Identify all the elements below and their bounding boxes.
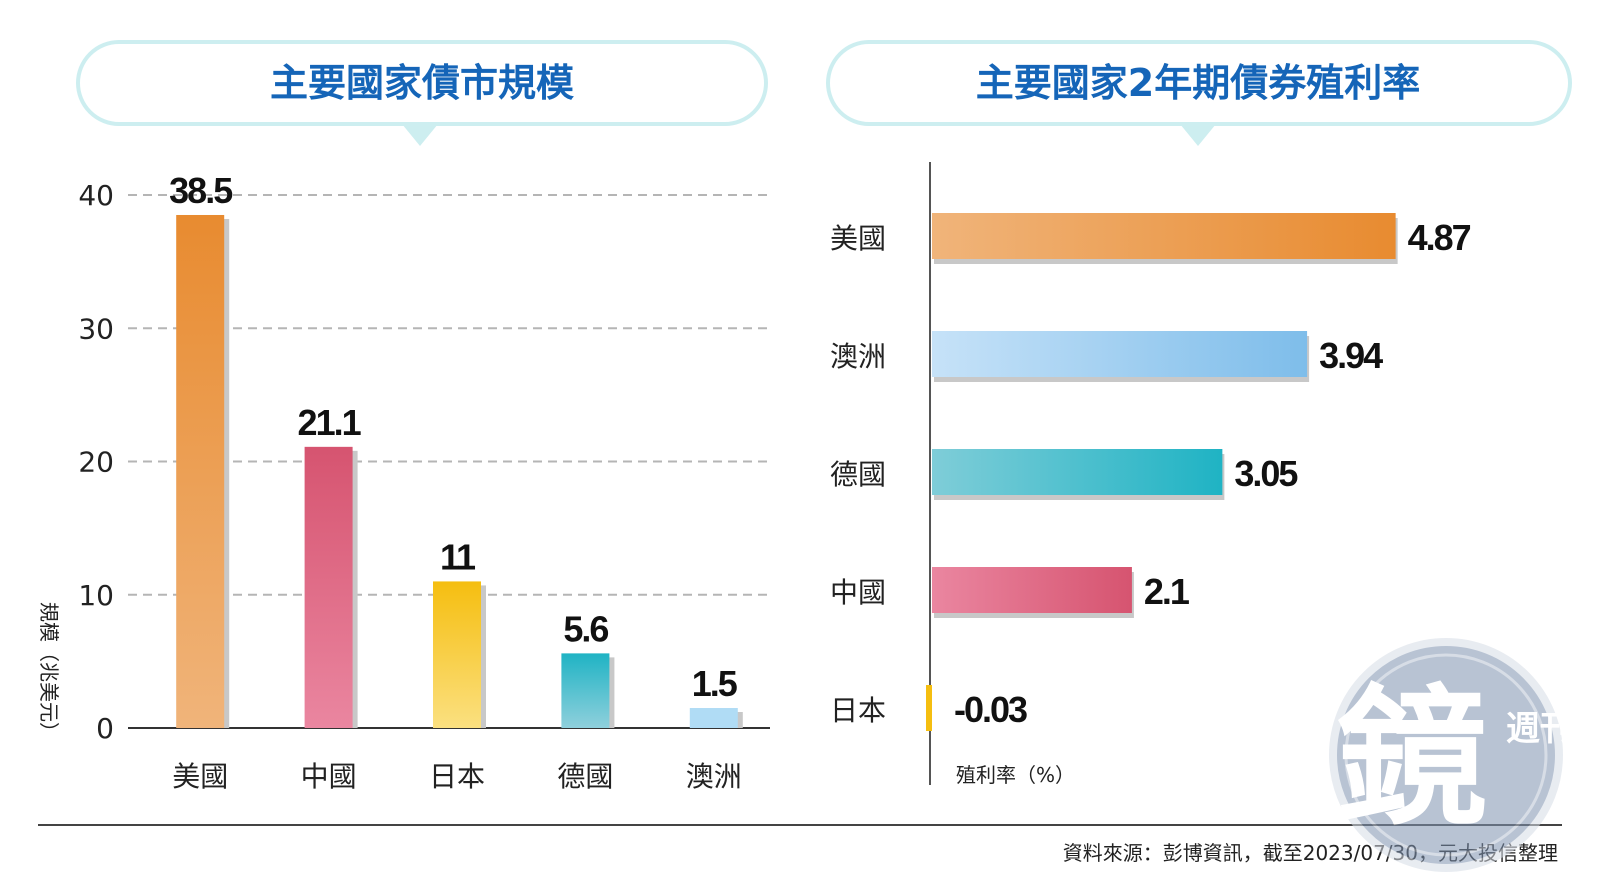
left-value-label: 5.6: [563, 608, 608, 649]
mirror-weekly-watermark-logo: 鏡 週刊: [1329, 638, 1574, 872]
left-y-tick-label: 0: [96, 712, 114, 745]
left-bar: [561, 653, 610, 728]
left-category-label: 澳洲: [686, 760, 742, 793]
right-value-label: 3.05: [1234, 453, 1298, 494]
right-value-label: 3.94: [1319, 335, 1383, 376]
right-x-axis-title: 殖利率（%）: [956, 763, 1075, 787]
left-chart-title: 主要國家債市規模: [270, 61, 574, 105]
right-category-label: 德國: [830, 458, 886, 491]
left-category-label: 德國: [557, 760, 613, 793]
watermark-side-text: 週刊: [1506, 709, 1574, 749]
left-value-labels: 38.5 21.1 11 5.6 1.5: [169, 170, 740, 704]
left-y-axis-title: 規模（兆美元）: [37, 602, 61, 742]
right-category-label: 中國: [830, 576, 886, 609]
left-bars: [176, 214, 743, 729]
left-value-label: 38.5: [169, 170, 233, 211]
right-title-banner: 主要國家2年期債券殖利率: [826, 40, 1572, 146]
left-y-tick-label: 10: [78, 579, 114, 612]
right-value-label: 4.87: [1408, 217, 1471, 258]
left-bar: [304, 446, 353, 728]
left-x-axis-labels: 美國 中國 日本 德國 澳洲: [172, 760, 742, 793]
left-value-label: 11: [440, 536, 476, 577]
right-bar: [932, 213, 1396, 259]
left-y-axis-ticks: 0 10 20 30 40: [78, 179, 114, 745]
left-value-label: 1.5: [692, 663, 738, 704]
left-value-label: 21.1: [298, 402, 362, 443]
left-category-label: 日本: [429, 760, 485, 793]
right-bar: [932, 331, 1308, 377]
right-value-label: -0.03: [954, 689, 1027, 730]
right-bar: [932, 567, 1132, 613]
right-category-label: 日本: [830, 694, 886, 727]
left-bar-chart: 0 10 20 30 40 美國 中國 日本 德國 澳洲 38.5 21.1 11 5.6 1.5 規模…: [37, 170, 770, 793]
watermark-main-char: 鏡: [1337, 672, 1487, 846]
right-value-label: 2.1: [1144, 571, 1190, 612]
right-bar: [932, 449, 1223, 495]
right-category-label: 美國: [830, 222, 886, 255]
right-category-label: 澳洲: [830, 340, 886, 373]
right-value-labels: 4.87 3.94 3.05 2.1 -0.03: [954, 217, 1473, 730]
left-y-tick-label: 20: [78, 446, 114, 479]
right-chart-title: 主要國家2年期債券殖利率: [976, 61, 1420, 105]
left-bar: [433, 581, 481, 728]
left-category-label: 美國: [172, 760, 228, 793]
right-bar: [926, 685, 932, 731]
left-bar: [689, 708, 738, 728]
left-bar: [176, 214, 225, 729]
left-title-banner: 主要國家債市規模: [76, 40, 768, 146]
left-category-label: 中國: [301, 760, 357, 793]
left-y-tick-label: 30: [78, 312, 114, 345]
right-bars: [926, 213, 1398, 731]
left-y-tick-label: 40: [78, 179, 114, 212]
